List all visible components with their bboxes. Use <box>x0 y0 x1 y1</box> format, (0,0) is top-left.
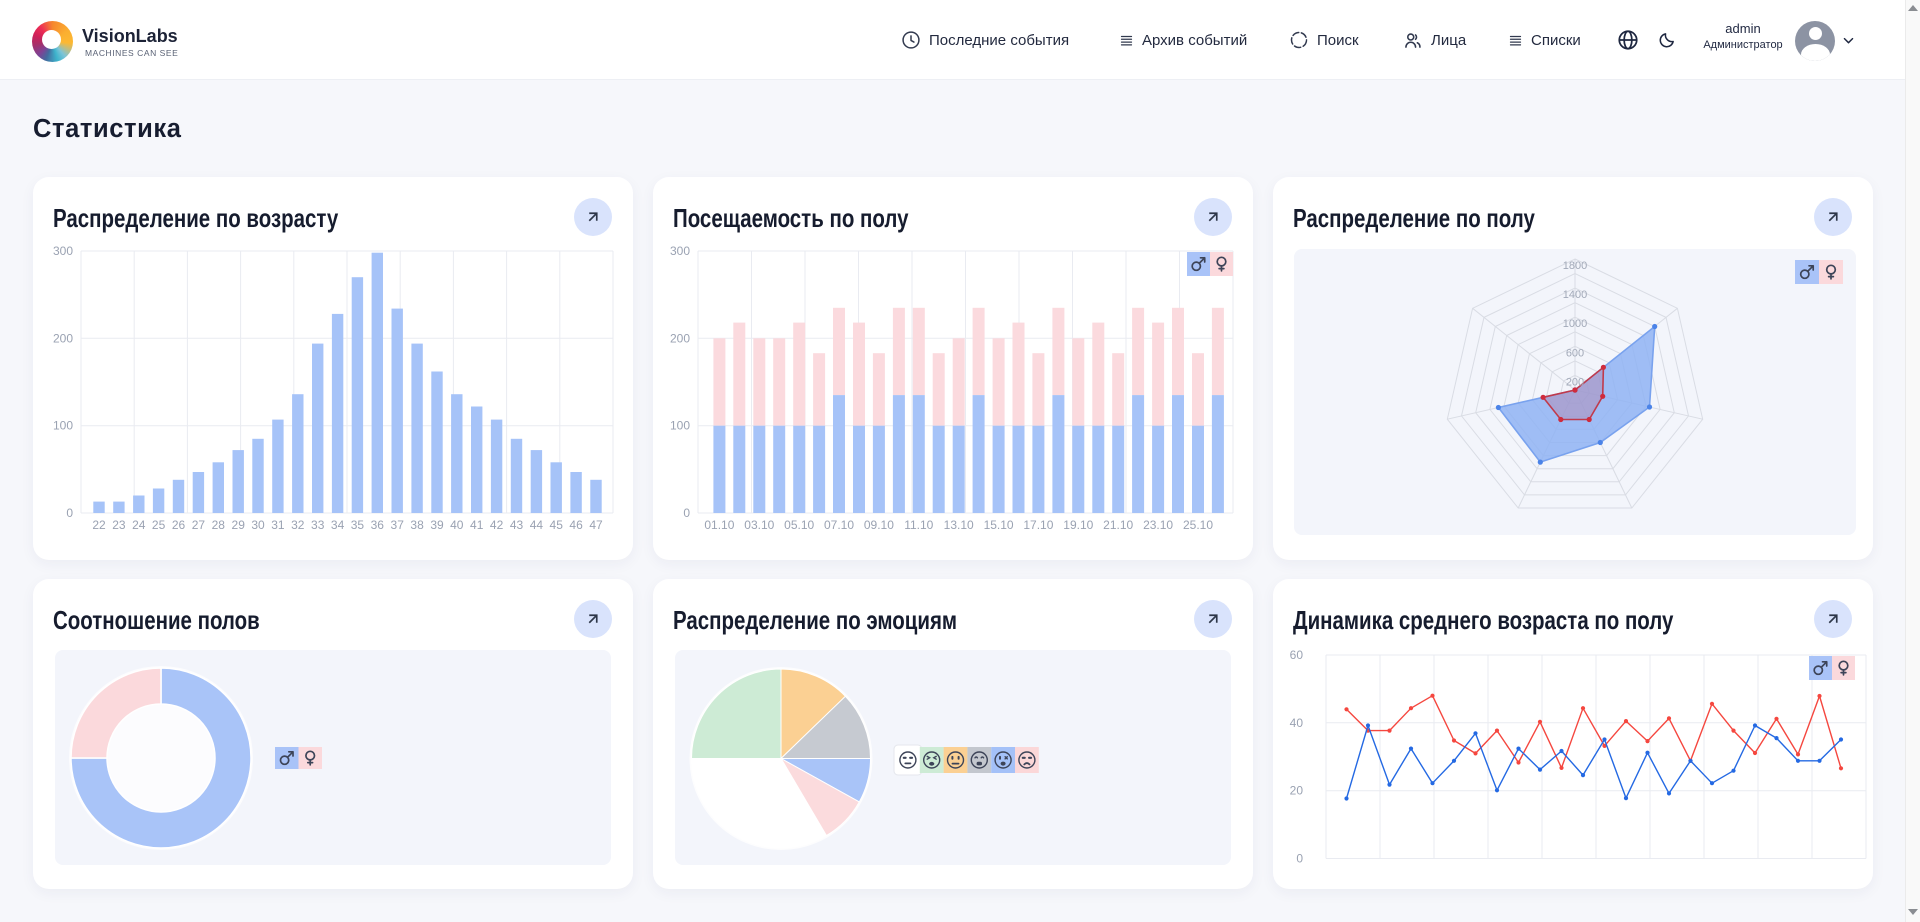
svg-text:20: 20 <box>1290 784 1304 798</box>
svg-text:0: 0 <box>1296 852 1303 866</box>
svg-text:300: 300 <box>670 244 690 258</box>
svg-text:13.10: 13.10 <box>944 518 974 532</box>
svg-text:25: 25 <box>152 518 166 532</box>
svg-text:34: 34 <box>331 518 345 532</box>
svg-text:200: 200 <box>53 331 73 345</box>
svg-text:1000: 1000 <box>1563 318 1587 330</box>
svg-text:25.10: 25.10 <box>1183 518 1213 532</box>
svg-text:26: 26 <box>172 518 186 532</box>
svg-text:07.10: 07.10 <box>824 518 854 532</box>
svg-text:45: 45 <box>550 518 564 532</box>
svg-text:29: 29 <box>232 518 246 532</box>
svg-text:40: 40 <box>1290 716 1304 730</box>
svg-text:11.10: 11.10 <box>904 518 933 532</box>
svg-text:0: 0 <box>683 506 690 520</box>
svg-text:35: 35 <box>351 518 365 532</box>
svg-text:38: 38 <box>410 518 424 532</box>
svg-text:33: 33 <box>311 518 325 532</box>
svg-text:200: 200 <box>670 331 690 345</box>
svg-text:23.10: 23.10 <box>1143 518 1173 532</box>
svg-text:300: 300 <box>53 244 73 258</box>
svg-text:01.10: 01.10 <box>704 518 734 532</box>
svg-text:0: 0 <box>66 506 73 520</box>
svg-text:23: 23 <box>112 518 126 532</box>
svg-text:15.10: 15.10 <box>984 518 1014 532</box>
svg-text:19.10: 19.10 <box>1063 518 1093 532</box>
svg-text:42: 42 <box>490 518 504 532</box>
svg-text:1800: 1800 <box>1563 260 1587 272</box>
svg-text:100: 100 <box>53 419 73 433</box>
svg-text:21.10: 21.10 <box>1103 518 1133 532</box>
svg-text:28: 28 <box>212 518 226 532</box>
svg-text:32: 32 <box>291 518 305 532</box>
svg-text:47: 47 <box>589 518 603 532</box>
svg-text:37: 37 <box>391 518 405 532</box>
svg-text:03.10: 03.10 <box>744 518 774 532</box>
svg-text:30: 30 <box>251 518 265 532</box>
svg-text:44: 44 <box>530 518 544 532</box>
svg-text:17.10: 17.10 <box>1023 518 1053 532</box>
svg-text:41: 41 <box>470 518 484 532</box>
svg-text:27: 27 <box>192 518 206 532</box>
svg-text:46: 46 <box>569 518 583 532</box>
svg-text:60: 60 <box>1290 648 1304 662</box>
svg-text:100: 100 <box>670 419 690 433</box>
svg-text:22: 22 <box>92 518 106 532</box>
svg-text:24: 24 <box>132 518 146 532</box>
svg-text:200: 200 <box>1566 376 1584 388</box>
svg-text:05.10: 05.10 <box>784 518 814 532</box>
svg-text:600: 600 <box>1566 347 1584 359</box>
svg-text:39: 39 <box>430 518 444 532</box>
svg-text:1400: 1400 <box>1563 289 1587 301</box>
svg-text:43: 43 <box>510 518 524 532</box>
svg-text:36: 36 <box>371 518 385 532</box>
svg-text:40: 40 <box>450 518 464 532</box>
svg-text:31: 31 <box>271 518 285 532</box>
svg-text:09.10: 09.10 <box>864 518 894 532</box>
